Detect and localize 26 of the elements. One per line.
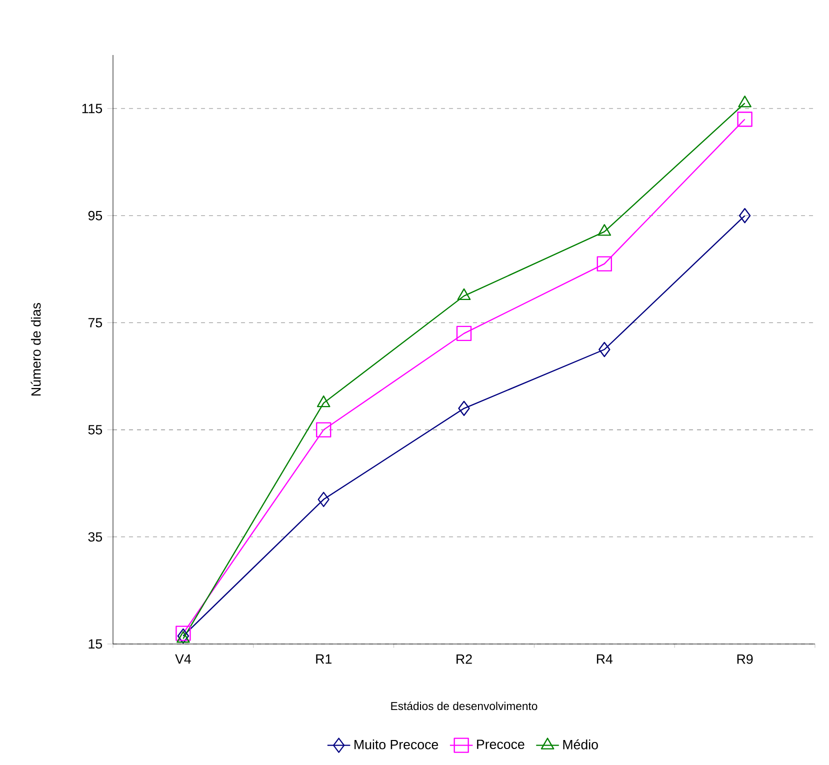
y-tick-label: 55 <box>88 425 102 434</box>
y-axis-title: Número de dias <box>30 302 41 396</box>
y-tick-label: 75 <box>88 318 102 328</box>
point <box>738 208 751 224</box>
point <box>456 326 472 342</box>
legend-label: Muito Precoce <box>354 739 438 750</box>
x-tick-label: R4 <box>596 654 613 664</box>
y-tick-label: 35 <box>88 532 102 542</box>
point <box>598 342 610 358</box>
point <box>458 400 470 416</box>
x-tick-label: R9 <box>737 654 753 664</box>
point <box>596 256 612 272</box>
x-tick-label: R1 <box>316 654 332 664</box>
y-tick-label: 15 <box>88 639 102 649</box>
legend-label: Médio <box>563 739 598 750</box>
point <box>177 628 190 644</box>
x-axis-title: Estádios de desenvolvimento <box>391 702 538 710</box>
point <box>316 422 332 438</box>
point <box>176 626 191 641</box>
y-tick-label: 95 <box>88 210 102 220</box>
point <box>318 492 330 508</box>
x-tick-label: R2 <box>456 654 472 664</box>
legend-label: Precoce <box>477 740 524 750</box>
x-tick-label: V4 <box>175 654 191 664</box>
y-tick-label: 115 <box>82 104 102 114</box>
point <box>737 112 752 127</box>
